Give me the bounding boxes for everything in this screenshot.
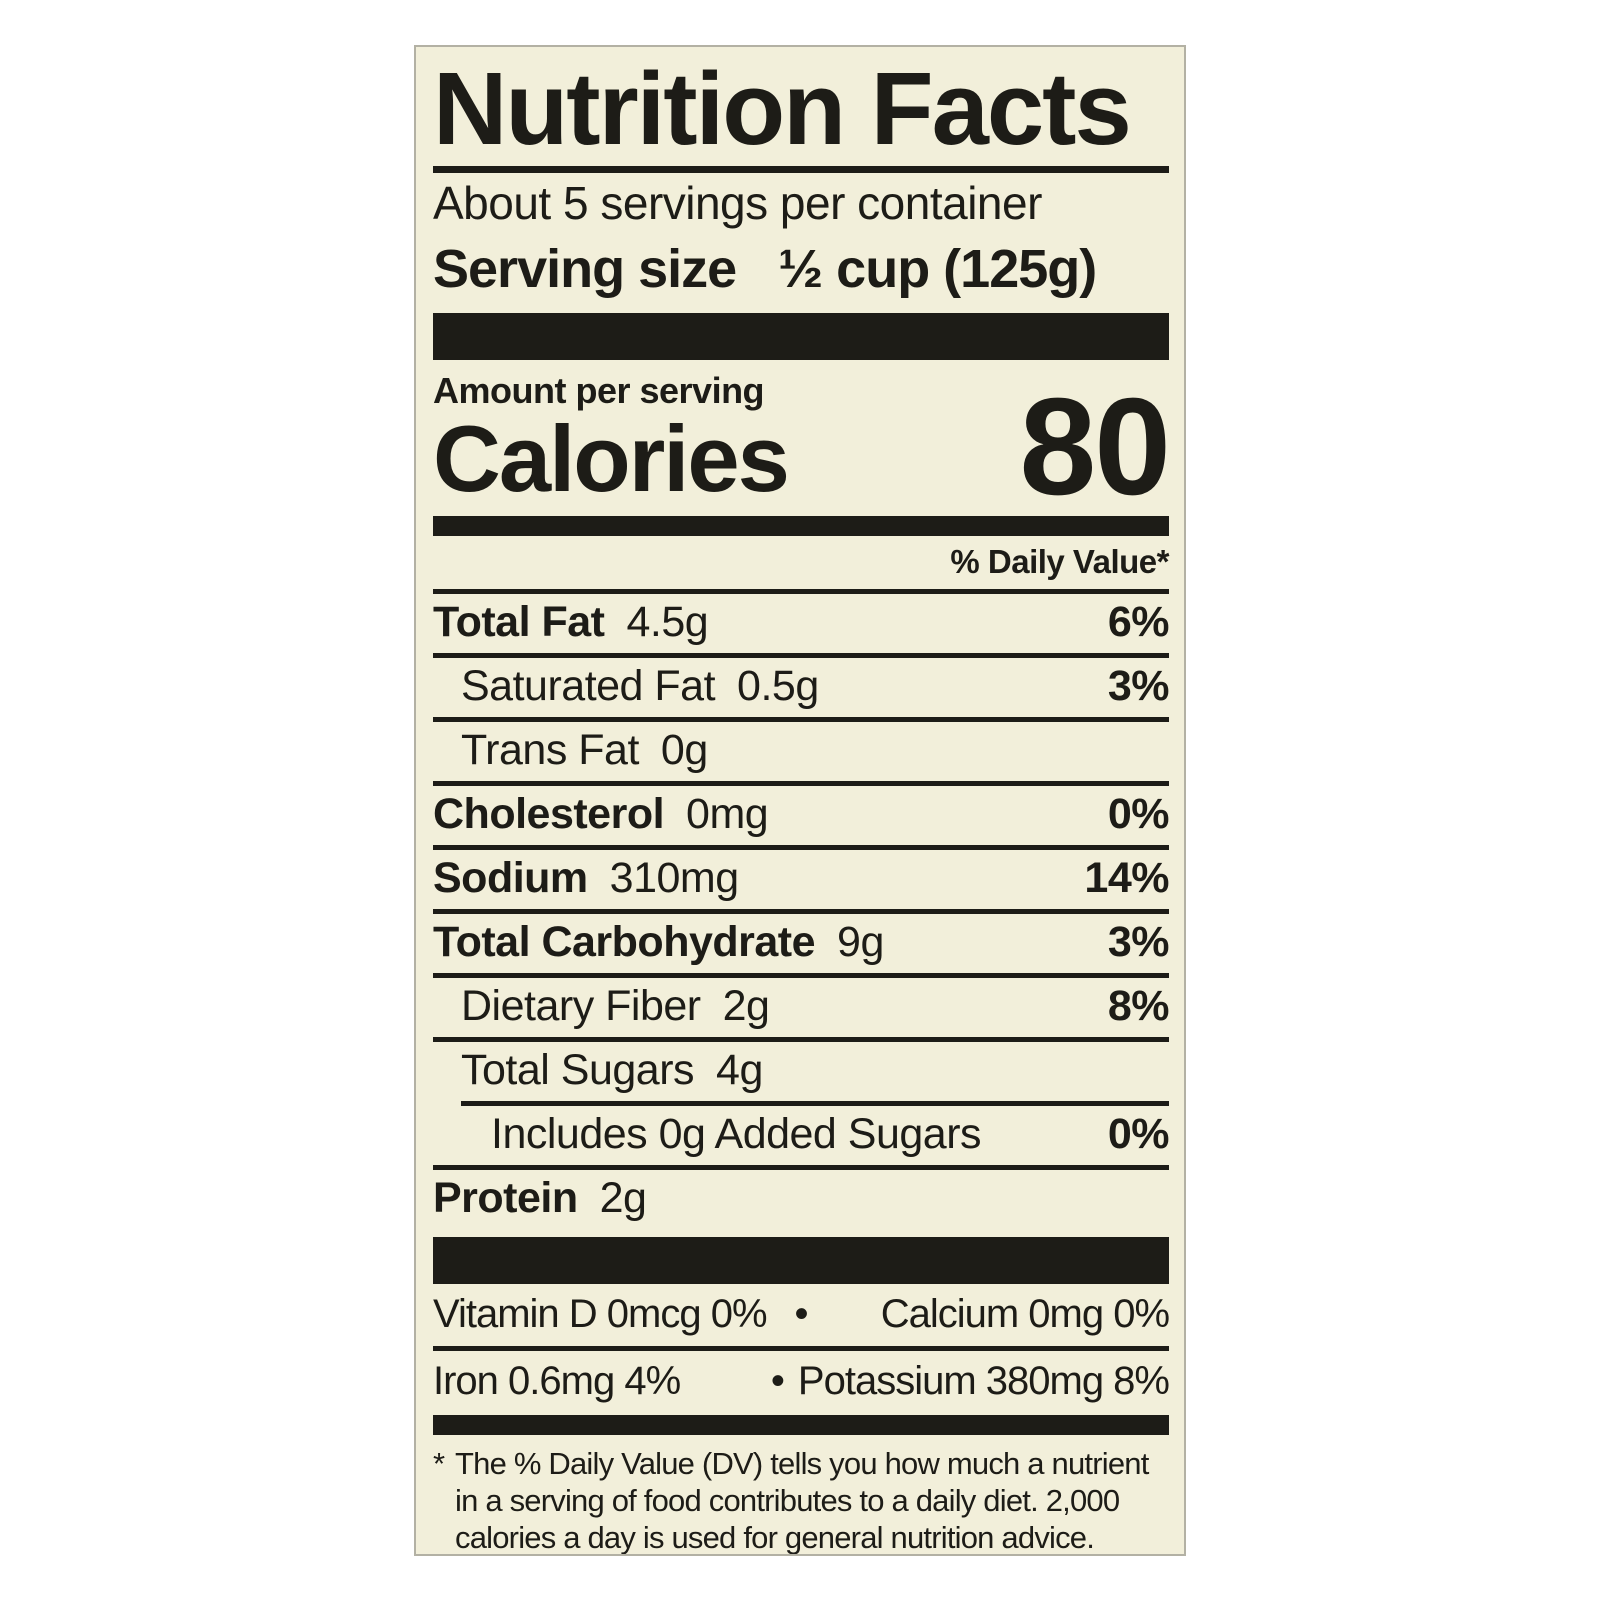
serving-size-row: Serving size ½ cup (125g) [433,238,1169,299]
nutrient-name: Sodium [433,853,588,902]
calories-label: Calories [433,405,790,511]
nutrient-row-total-sugars: Total Sugars 4g [433,1042,1169,1101]
nutrient-amount: 2g [599,1173,647,1222]
servings-per-container: About 5 servings per container [433,176,1042,229]
nutrient-daily-value: 14% [1084,853,1169,902]
section-bar-calories [433,515,1169,536]
nutrient-amount: 4g [716,1045,763,1094]
nutrient-name: Trans Fat [461,725,639,774]
nutrient-daily-value: 3% [1107,917,1170,966]
micronutrient-row-2: Iron 0.6mg 4% • Potassium 380mg 8% [433,1351,1170,1413]
row-divider [433,652,1169,658]
calcium-value: Calcium 0mg 0% [880,1291,1170,1336]
label-title: Nutrition Facts [433,51,1132,166]
nutrient-name: Total Sugars [461,1045,695,1094]
row-divider [433,844,1169,850]
title-divider [433,165,1169,173]
nutrient-row-saturated-fat: Saturated Fat 0.5g 3% [433,658,1170,717]
nutrient-daily-value: 3% [1107,661,1170,710]
section-bar-top [433,313,1169,361]
row-divider [433,972,1169,978]
footnote-line-1: The % Daily Value (DV) tells you how muc… [455,1445,1149,1481]
nutrient-row-cholesterol: Cholesterol 0mg 0% [433,786,1170,845]
nutrient-row-sodium: Sodium 310mg 14% [433,850,1169,909]
potassium-value: Potassium 380mg 8% [797,1358,1170,1403]
nutrient-daily-value: 0% [1107,1109,1170,1158]
nutrient-row-dietary-fiber: Dietary Fiber 2g 8% [433,978,1170,1037]
row-divider [433,716,1169,722]
nutrient-amount: 0mg [686,789,769,838]
iron-value: Iron 0.6mg 4% [433,1358,681,1403]
nutrient-row-total-fat: Total Fat 4.5g 6% [433,594,1170,653]
row-divider [433,1036,1169,1042]
serving-size-value: ½ cup (125g) [778,238,1097,299]
nutrient-amount: 0g [660,725,708,774]
daily-value-footnote: * The % Daily Value (DV) tells you how m… [433,1445,1169,1556]
micronutrient-row-1: Vitamin D 0mcg 0% • Calcium 0mg 0% [433,1284,1170,1346]
amount-per-serving-label: Amount per serving [433,370,765,412]
footnote-line-2: in a serving of food contributes to a da… [455,1483,1120,1518]
nutrient-row-added-sugars: Includes 0g Added Sugars 0% [433,1106,1170,1165]
nutrient-name: Protein [433,1173,578,1222]
nutrient-name: Includes 0g Added Sugars [491,1109,982,1158]
footnote-asterisk: * [433,1445,445,1481]
nutrient-name: Saturated Fat [461,661,716,710]
row-divider [433,1164,1169,1170]
nutrient-row-total-carbohydrate: Total Carbohydrate 9g 3% [433,914,1170,973]
footnote-text: The % Daily Value (DV) tells you how muc… [455,1445,1169,1556]
row-divider [433,1345,1169,1351]
daily-value-header: % Daily Value* [433,536,1170,594]
row-divider-indented [461,1100,1169,1106]
nutrient-row-trans-fat: Trans Fat 0g [433,722,1169,781]
nutrient-daily-value: 8% [1107,981,1170,1030]
serving-size-label: Serving size [433,238,737,299]
vitamin-d-value: Vitamin D 0mcg 0% [433,1291,768,1336]
calories-row: Calories 80 [433,378,1171,516]
nutrient-name: Dietary Fiber [461,981,701,1030]
row-divider [433,908,1169,914]
bullet-separator: • [770,1358,785,1403]
nutrient-name: Total Fat [433,597,605,646]
row-divider [433,780,1169,786]
nutrient-amount: 4.5g [626,597,709,646]
nutrient-amount: 2g [722,981,770,1030]
nutrient-amount: 0.5g [737,661,819,710]
nutrient-row-protein: Protein 2g [433,1170,1169,1229]
nutrient-daily-value: 0% [1107,789,1170,838]
bullet-separator: • [794,1291,809,1336]
section-bar-micronutrients [433,1236,1169,1284]
nutrient-daily-value: 6% [1107,597,1170,646]
nutrient-name: Cholesterol [433,789,665,838]
section-bar-footnote [433,1414,1169,1435]
nutrition-facts-label: Nutrition Facts About 5 servings per con… [414,45,1186,1556]
nutrient-amount: 9g [837,917,884,966]
nutrient-name: Total Carbohydrate [433,917,816,966]
nutrient-amount: 310mg [609,853,739,902]
calories-value: 80 [1019,370,1171,525]
footnote-line-3: calories a day is used for general nutri… [455,1520,1095,1556]
